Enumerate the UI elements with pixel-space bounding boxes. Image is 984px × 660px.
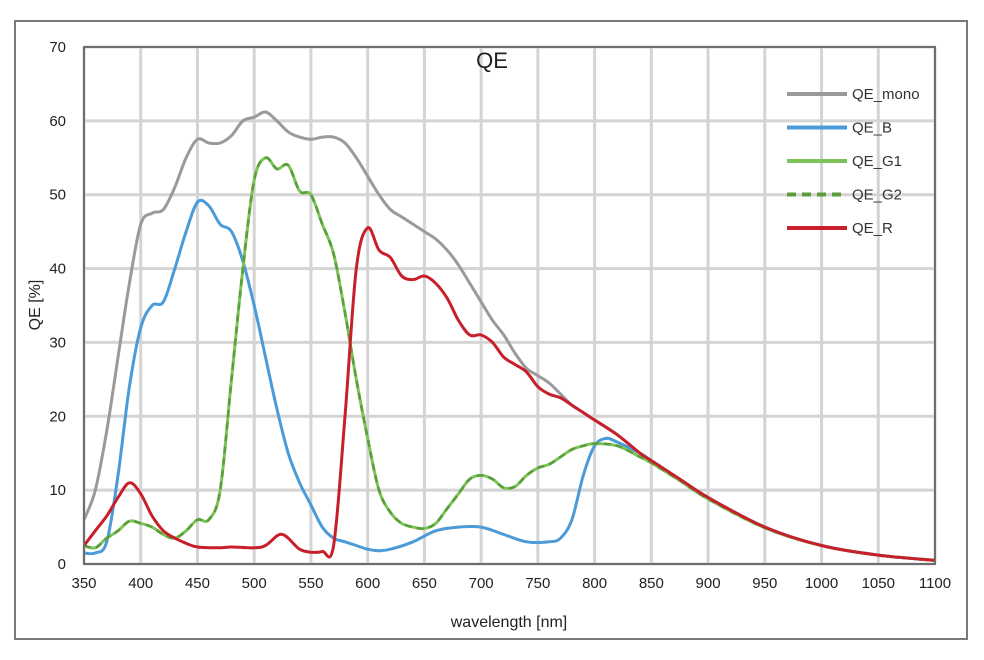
x-tick-label: 900 xyxy=(696,575,721,592)
x-tick-label: 850 xyxy=(639,575,664,592)
y-tick-label: 10 xyxy=(49,482,66,499)
series-lines xyxy=(82,110,936,562)
x-tick-label: 1050 xyxy=(862,575,895,592)
x-tick-label: 800 xyxy=(582,575,607,592)
legend-label: QE_mono xyxy=(852,86,920,103)
y-tick-label: 0 xyxy=(58,556,66,573)
series-line-qe-mono xyxy=(82,110,936,562)
series-line-qe-r xyxy=(82,226,936,562)
grid xyxy=(82,45,937,566)
series-line-qe-b xyxy=(83,198,936,562)
x-tick-label: 1000 xyxy=(805,575,838,592)
legend-label: QE_R xyxy=(852,220,893,237)
y-tick-label: 30 xyxy=(49,334,66,351)
x-tick-label: 650 xyxy=(412,575,437,592)
y-tick-label: 60 xyxy=(49,113,66,130)
series-line-qe-g2 xyxy=(83,156,936,562)
legend-label: QE_G2 xyxy=(852,187,902,204)
x-tick-label: 450 xyxy=(185,575,210,592)
x-tick-label: 750 xyxy=(525,575,550,592)
y-tick-label: 40 xyxy=(49,261,66,278)
legend-label: QE_G1 xyxy=(852,153,902,170)
chart-frame xyxy=(14,20,968,640)
y-tick-label: 20 xyxy=(49,408,66,425)
x-tick-label: 400 xyxy=(128,575,153,592)
legend-label: QE_B xyxy=(852,120,892,137)
x-tick-label: 550 xyxy=(298,575,323,592)
legend: QE_mono QE_B QE_G1 QE_G2 QE_R xyxy=(787,86,920,237)
plot-area-border xyxy=(83,46,936,565)
x-tick-label: 700 xyxy=(469,575,494,592)
x-tick-label: 350 xyxy=(71,575,96,592)
x-tick-label: 1100 xyxy=(919,575,951,592)
chart-title: QE xyxy=(476,48,508,73)
x-tick-label: 600 xyxy=(355,575,380,592)
y-axis-label: QE [%] xyxy=(27,280,44,331)
x-axis-label: wavelength [nm] xyxy=(450,614,568,631)
y-tick-label: 70 xyxy=(49,39,66,56)
y-tick-label: 50 xyxy=(49,187,66,204)
tick-labels: 350 400 450 500 550 600 650 700 750 800 850 900 950 1… xyxy=(49,39,951,592)
x-tick-label: 500 xyxy=(242,575,267,592)
x-tick-label: 950 xyxy=(752,575,777,592)
series-line-qe-g1 xyxy=(83,156,936,562)
